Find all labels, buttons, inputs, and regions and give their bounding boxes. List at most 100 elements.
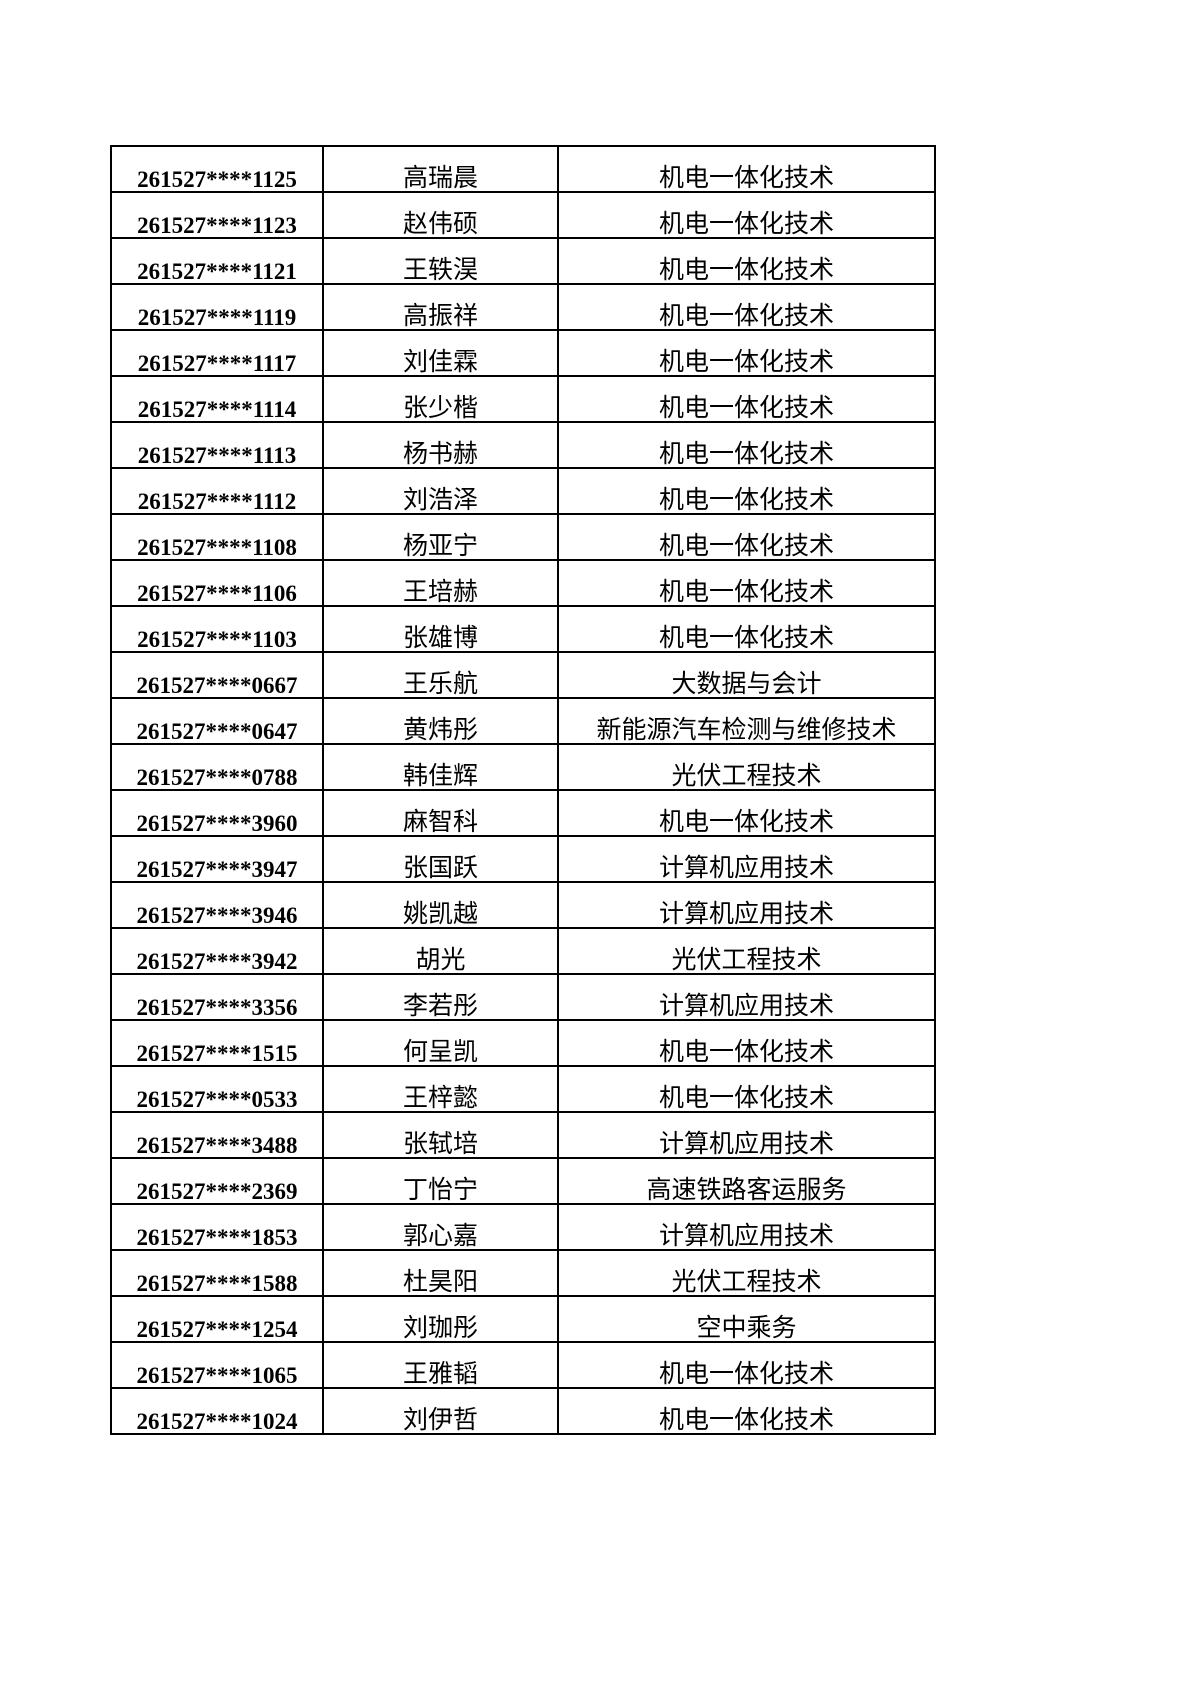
cell-id-number: 261527****1112: [110, 467, 324, 515]
cell-student-name: 郭心嘉: [322, 1203, 559, 1251]
cell-id-number: 261527****0788: [110, 743, 324, 791]
cell-id-number: 261527****3488: [110, 1111, 324, 1159]
cell-major: 光伏工程技术: [557, 743, 936, 791]
cell-major: 机电一体化技术: [557, 1065, 936, 1113]
cell-id-number: 261527****1113: [110, 421, 324, 469]
cell-student-name: 何呈凯: [322, 1019, 559, 1067]
table-row: 261527****1024 刘伊哲 机电一体化技术: [110, 1387, 936, 1435]
table-row: 261527****3488 张轼培 计算机应用技术: [110, 1111, 936, 1159]
table-row: 261527****1065 王雅韬 机电一体化技术: [110, 1341, 936, 1389]
cell-major: 机电一体化技术: [557, 421, 936, 469]
table-row: 261527****3947 张国跃 计算机应用技术: [110, 835, 936, 883]
cell-id-number: 261527****0667: [110, 651, 324, 699]
table-row: 261527****3942 胡光 光伏工程技术: [110, 927, 936, 975]
cell-id-number: 261527****1853: [110, 1203, 324, 1251]
table-row: 261527****3946 姚凯越 计算机应用技术: [110, 881, 936, 929]
table-row: 261527****0533 王梓懿 机电一体化技术: [110, 1065, 936, 1113]
cell-major: 机电一体化技术: [557, 1341, 936, 1389]
roster-table-body: 261527****1125 高瑞晨 机电一体化技术 261527****1123 赵伟…: [110, 145, 936, 1435]
cell-major: 机电一体化技术: [557, 789, 936, 837]
cell-student-name: 杜昊阳: [322, 1249, 559, 1297]
cell-major: 机电一体化技术: [557, 237, 936, 285]
cell-student-name: 王雅韬: [322, 1341, 559, 1389]
cell-id-number: 261527****3947: [110, 835, 324, 883]
cell-major: 机电一体化技术: [557, 283, 936, 331]
cell-major: 计算机应用技术: [557, 881, 936, 929]
table-row: 261527****1515 何呈凯 机电一体化技术: [110, 1019, 936, 1067]
cell-id-number: 261527****1024: [110, 1387, 324, 1435]
table-row: 261527****1125 高瑞晨 机电一体化技术: [110, 145, 936, 193]
table-row: 261527****0788 韩佳辉 光伏工程技术: [110, 743, 936, 791]
cell-student-name: 高瑞晨: [322, 145, 559, 193]
cell-student-name: 张国跃: [322, 835, 559, 883]
cell-id-number: 261527****1106: [110, 559, 324, 607]
cell-major: 光伏工程技术: [557, 1249, 936, 1297]
cell-major: 计算机应用技术: [557, 973, 936, 1021]
cell-id-number: 261527****1125: [110, 145, 324, 193]
cell-major: 机电一体化技术: [557, 467, 936, 515]
table-row: 261527****1108 杨亚宁 机电一体化技术: [110, 513, 936, 561]
cell-id-number: 261527****1103: [110, 605, 324, 653]
cell-major: 机电一体化技术: [557, 145, 936, 193]
cell-major: 计算机应用技术: [557, 1111, 936, 1159]
table-row: 261527****1103 张雄博 机电一体化技术: [110, 605, 936, 653]
cell-student-name: 高振祥: [322, 283, 559, 331]
cell-id-number: 261527****3946: [110, 881, 324, 929]
table-row: 261527****1112 刘浩泽 机电一体化技术: [110, 467, 936, 515]
cell-id-number: 261527****1254: [110, 1295, 324, 1343]
cell-student-name: 张少楷: [322, 375, 559, 423]
cell-major: 机电一体化技术: [557, 375, 936, 423]
cell-student-name: 胡光: [322, 927, 559, 975]
table-row: 261527****1123 赵伟硕 机电一体化技术: [110, 191, 936, 239]
cell-student-name: 张雄博: [322, 605, 559, 653]
cell-id-number: 261527****1119: [110, 283, 324, 331]
cell-student-name: 赵伟硕: [322, 191, 559, 239]
table-row: 261527****1119 高振祥 机电一体化技术: [110, 283, 936, 331]
cell-student-name: 丁怡宁: [322, 1157, 559, 1205]
cell-major: 机电一体化技术: [557, 1019, 936, 1067]
cell-major: 机电一体化技术: [557, 1387, 936, 1435]
cell-id-number: 261527****1117: [110, 329, 324, 377]
table-row: 261527****2369 丁怡宁 高速铁路客运服务: [110, 1157, 936, 1205]
cell-id-number: 261527****1121: [110, 237, 324, 285]
table-row: 261527****1853 郭心嘉 计算机应用技术: [110, 1203, 936, 1251]
cell-id-number: 261527****0533: [110, 1065, 324, 1113]
table-row: 261527****1106 王培赫 机电一体化技术: [110, 559, 936, 607]
cell-student-name: 王培赫: [322, 559, 559, 607]
cell-id-number: 261527****0647: [110, 697, 324, 745]
cell-major: 机电一体化技术: [557, 605, 936, 653]
cell-id-number: 261527****1515: [110, 1019, 324, 1067]
cell-student-name: 刘浩泽: [322, 467, 559, 515]
cell-student-name: 张轼培: [322, 1111, 559, 1159]
cell-major: 新能源汽车检测与维修技术: [557, 697, 936, 745]
cell-student-name: 王乐航: [322, 651, 559, 699]
cell-major: 机电一体化技术: [557, 513, 936, 561]
cell-id-number: 261527****3942: [110, 927, 324, 975]
cell-id-number: 261527****1123: [110, 191, 324, 239]
table-row: 261527****1121 王轶淏 机电一体化技术: [110, 237, 936, 285]
table-row: 261527****0647 黄炜彤 新能源汽车检测与维修技术: [110, 697, 936, 745]
cell-major: 机电一体化技术: [557, 329, 936, 377]
cell-student-name: 麻智科: [322, 789, 559, 837]
cell-student-name: 李若彤: [322, 973, 559, 1021]
table-row: 261527****0667 王乐航 大数据与会计: [110, 651, 936, 699]
cell-id-number: 261527****2369: [110, 1157, 324, 1205]
cell-id-number: 261527****1588: [110, 1249, 324, 1297]
cell-student-name: 刘伊哲: [322, 1387, 559, 1435]
table-row: 261527****1254 刘珈彤 空中乘务: [110, 1295, 936, 1343]
table-row: 261527****1113 杨书赫 机电一体化技术: [110, 421, 936, 469]
cell-id-number: 261527****1065: [110, 1341, 324, 1389]
cell-major: 机电一体化技术: [557, 191, 936, 239]
cell-student-name: 王轶淏: [322, 237, 559, 285]
cell-student-name: 姚凯越: [322, 881, 559, 929]
cell-id-number: 261527****3356: [110, 973, 324, 1021]
table-row: 261527****1588 杜昊阳 光伏工程技术: [110, 1249, 936, 1297]
cell-student-name: 杨亚宁: [322, 513, 559, 561]
cell-major: 计算机应用技术: [557, 835, 936, 883]
table-row: 261527****3356 李若彤 计算机应用技术: [110, 973, 936, 1021]
table-row: 261527****3960 麻智科 机电一体化技术: [110, 789, 936, 837]
cell-major: 空中乘务: [557, 1295, 936, 1343]
cell-id-number: 261527****1108: [110, 513, 324, 561]
table-row: 261527****1114 张少楷 机电一体化技术: [110, 375, 936, 423]
